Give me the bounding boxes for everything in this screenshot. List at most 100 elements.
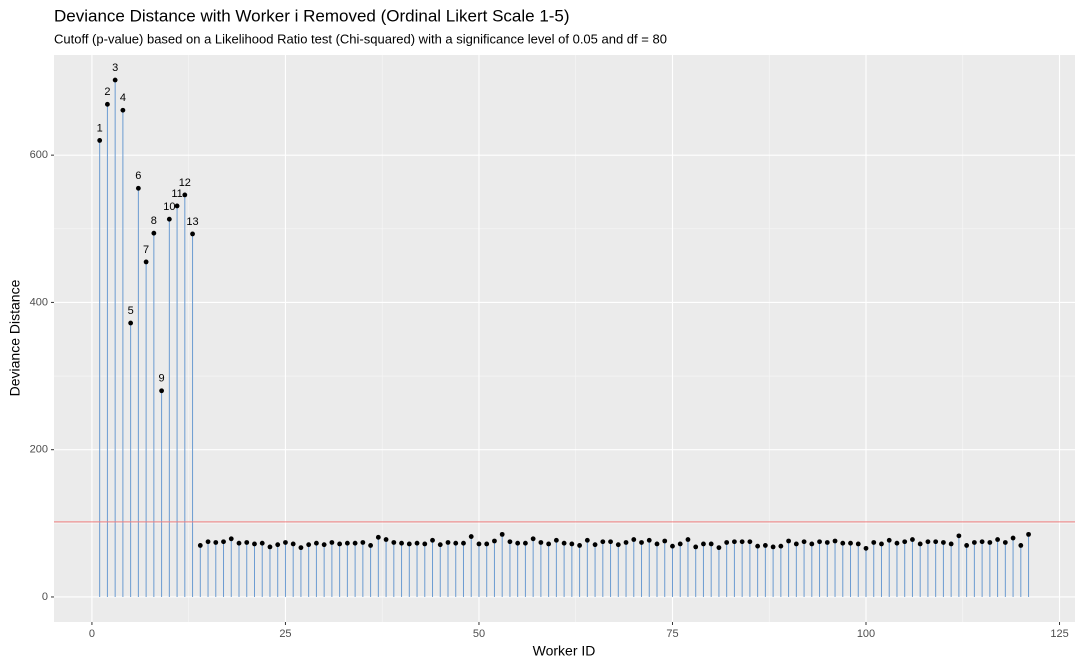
point [925, 539, 931, 545]
point-label: 6 [135, 170, 141, 182]
point [762, 543, 768, 548]
point [724, 540, 730, 545]
point-label: 8 [151, 215, 157, 227]
point-label: 1 [97, 122, 103, 134]
point [197, 543, 203, 548]
point [615, 542, 621, 548]
point [190, 231, 195, 237]
point [716, 545, 722, 551]
point [337, 541, 343, 547]
point [1010, 535, 1016, 541]
plot-panel [54, 55, 1075, 622]
point [267, 544, 273, 550]
point [221, 539, 226, 545]
point [801, 539, 807, 545]
point [499, 531, 505, 537]
point [546, 541, 552, 547]
x-axis-title: Worker ID [533, 643, 596, 659]
point [561, 540, 567, 546]
point [577, 543, 582, 548]
point [693, 544, 699, 550]
y-axis-title: Deviance Distance [7, 279, 23, 396]
point [492, 538, 497, 544]
point [592, 542, 598, 548]
point-label: 9 [159, 373, 165, 385]
point [135, 185, 141, 191]
point [569, 541, 575, 547]
point [708, 541, 714, 547]
point [553, 537, 559, 543]
point [391, 540, 397, 545]
x-tick-label: 125 [1050, 628, 1068, 640]
point [306, 542, 312, 548]
point [259, 540, 265, 546]
point [275, 542, 281, 548]
point [252, 541, 257, 547]
point [368, 543, 373, 548]
point [933, 539, 939, 545]
x-tick-label: 0 [89, 628, 95, 640]
point [383, 537, 389, 542]
point [879, 541, 884, 547]
point [468, 534, 474, 539]
point [453, 540, 459, 546]
point [523, 540, 528, 546]
point [484, 541, 490, 547]
y-tick-label: 200 [30, 444, 48, 456]
point [917, 541, 923, 547]
point [755, 543, 761, 549]
point [941, 540, 946, 545]
point [1002, 540, 1008, 545]
point [360, 540, 366, 545]
point [236, 540, 242, 546]
point [151, 230, 157, 236]
point [159, 388, 164, 394]
point [112, 77, 118, 83]
point [244, 540, 250, 545]
point [314, 540, 319, 546]
point [677, 541, 683, 547]
point [120, 107, 126, 113]
point [809, 541, 815, 547]
point [964, 543, 970, 548]
point [995, 537, 1000, 542]
point [670, 543, 675, 549]
point [515, 540, 521, 546]
point [97, 138, 103, 143]
point [979, 539, 985, 545]
point [321, 542, 327, 548]
point [600, 539, 606, 545]
point [290, 541, 296, 547]
point-label: 2 [104, 86, 110, 98]
point [1026, 531, 1031, 537]
x-tick-label: 100 [857, 628, 875, 640]
point [793, 541, 799, 547]
point [832, 538, 838, 544]
point [352, 540, 358, 546]
x-tick-label: 75 [666, 628, 678, 640]
x-tick-label: 25 [279, 628, 291, 640]
point [956, 533, 962, 539]
point [283, 540, 288, 545]
point [654, 541, 660, 547]
point [987, 540, 993, 545]
point [770, 544, 776, 550]
point [863, 545, 869, 551]
point [739, 539, 745, 545]
point-label: 12 [179, 177, 191, 189]
point [228, 536, 234, 542]
point [871, 540, 877, 545]
point [507, 539, 513, 545]
point [298, 545, 304, 551]
point [848, 540, 853, 546]
point [894, 540, 900, 546]
point [445, 540, 451, 545]
point [213, 540, 219, 545]
point [747, 539, 753, 545]
point [855, 541, 861, 547]
point-label: 11 [171, 188, 182, 200]
point [406, 541, 412, 547]
point [910, 537, 915, 542]
